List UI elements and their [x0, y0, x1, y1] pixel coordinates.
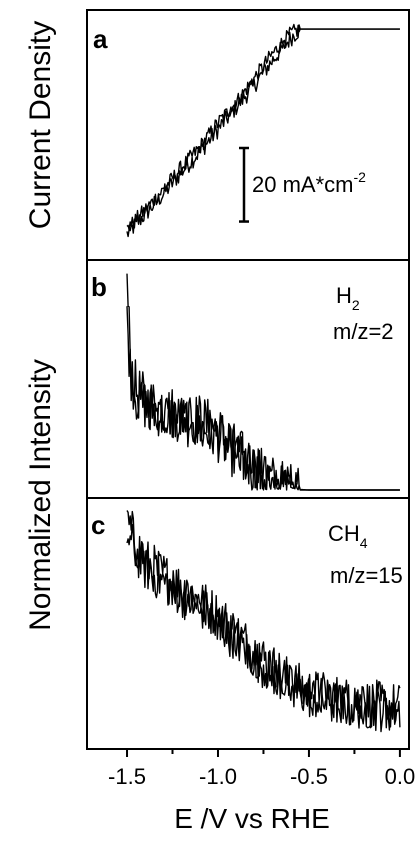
scale-bar-label-exponent: -2	[353, 169, 366, 185]
panel-c-species-sub: 4	[360, 535, 368, 551]
panel-b-series-2-line	[126, 306, 400, 491]
y-axis-label-current-density: Current Density	[24, 21, 57, 229]
panel-b-series	[126, 273, 400, 491]
panel-a-series-1-line	[126, 24, 400, 238]
y-axis-label-normalized-intensity: Normalized Intensity	[24, 359, 57, 631]
scale-bar	[239, 146, 249, 223]
panel-b-species-label: H2	[336, 283, 360, 313]
x-tick-label-0p0: 0.0	[385, 764, 416, 789]
x-tick-label-minus1p0: -1.0	[199, 764, 237, 789]
x-tick-label-minus1p5: -1.5	[108, 764, 146, 789]
panel-c-frame	[86, 497, 410, 750]
scale-bar-label: 20 mA*cm-2	[252, 169, 366, 197]
scale-bar-label-main: 20 mA*cm	[252, 172, 353, 197]
panel-b-species-main: H	[336, 283, 352, 308]
x-axis-ticks	[126, 749, 401, 757]
panel-c-series-2-line	[126, 523, 401, 733]
panel-a-series	[126, 23, 400, 238]
panel-label-a: a	[93, 24, 108, 54]
panel-c-species-main: CH	[328, 521, 360, 546]
panel-a-series-2-line	[126, 23, 400, 232]
x-tick-label-minus0p5: -0.5	[290, 764, 328, 789]
x-axis-label: E /V vs RHE	[174, 803, 330, 834]
panel-b-species-sub: 2	[352, 297, 360, 313]
panel-c-species-label: CH4	[328, 521, 368, 551]
panel-label-b: b	[91, 272, 107, 302]
panel-label-c: c	[91, 510, 105, 540]
panel-b-mz-label: m/z=2	[333, 319, 394, 344]
panel-c-mz-label: m/z=15	[330, 563, 403, 588]
panel-c-series	[126, 510, 401, 733]
